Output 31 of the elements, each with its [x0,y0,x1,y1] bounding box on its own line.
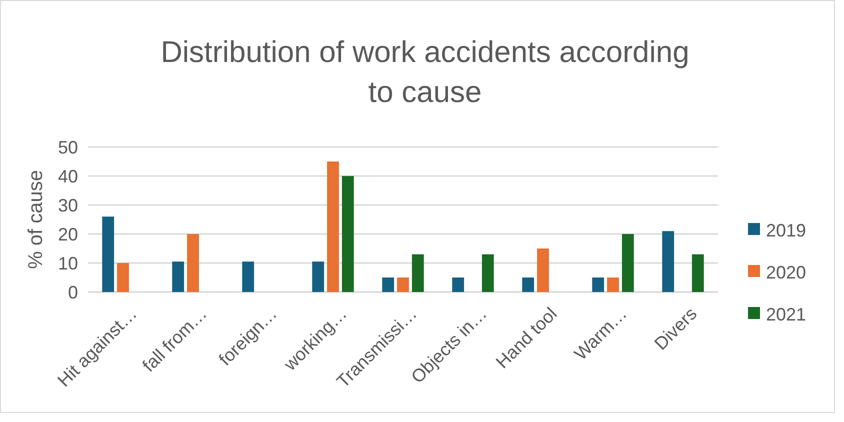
legend-label: 2020 [766,262,806,282]
bar [397,278,409,292]
chart-title: Distribution of work accidents according to cause [160,36,690,109]
y-tick-label: 0 [68,282,78,302]
bar [242,262,254,292]
bar [692,254,704,292]
bar [312,262,324,292]
y-tick-label: 40 [58,166,78,186]
bar [592,278,604,292]
bar [482,254,494,292]
y-axis-title: % of cause [25,170,47,269]
bar [452,278,464,292]
bar [622,234,634,292]
bar [187,234,199,292]
bar [662,231,674,292]
legend-label: 2019 [766,220,806,240]
bar [607,278,619,292]
bar [172,262,184,292]
y-tick-label: 20 [58,224,78,244]
y-tick-label: 10 [58,253,78,274]
bar [537,248,549,292]
bar [117,263,129,292]
y-tick-label: 50 [58,137,78,158]
bar [342,176,354,292]
bar [327,162,339,292]
bar [522,278,534,292]
bar [412,254,424,292]
legend-label: 2021 [766,304,806,324]
bar [102,216,114,292]
bar [382,278,394,292]
y-tick-label: 30 [58,195,78,216]
